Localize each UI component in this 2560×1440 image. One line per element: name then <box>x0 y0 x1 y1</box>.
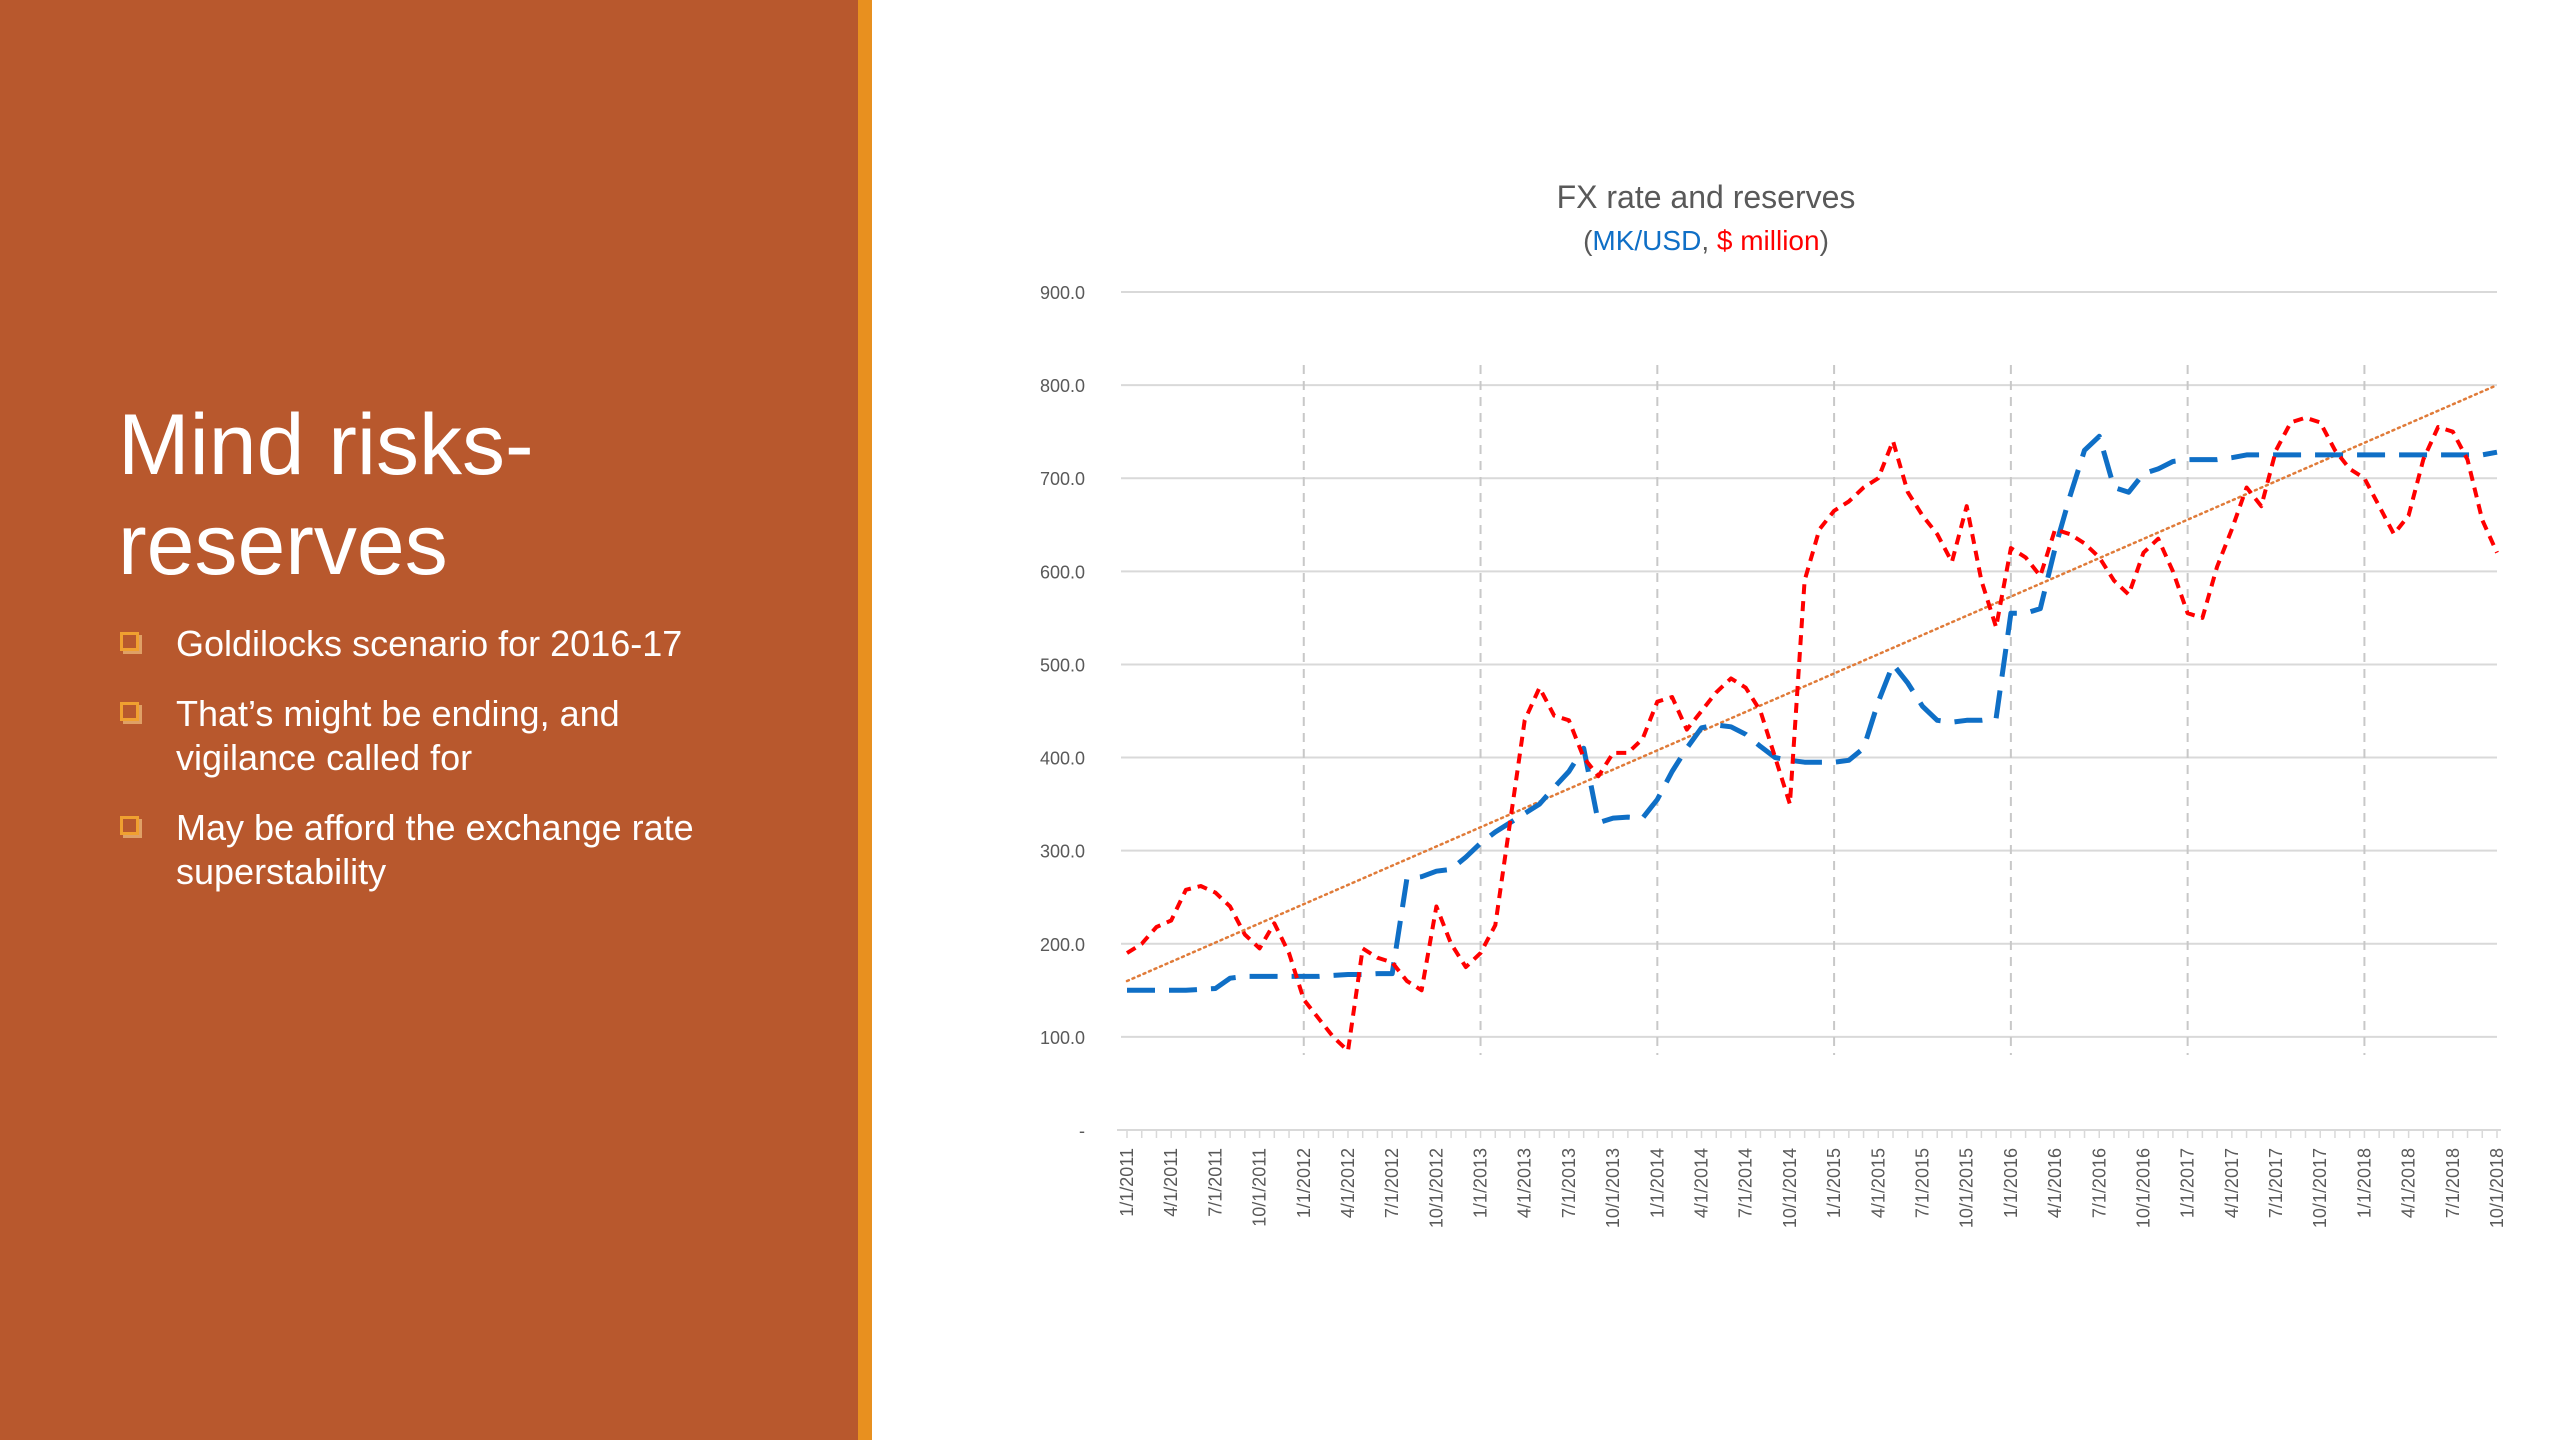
bullet-text-line-2: vigilance called for <box>176 737 473 778</box>
x-tick-label: 1/1/2013 <box>1471 1148 1491 1218</box>
x-tick-label: 4/1/2018 <box>2399 1148 2419 1218</box>
gridlines <box>1117 291 2501 1138</box>
x-tick-label: 4/1/2015 <box>1868 1148 1888 1218</box>
x-tick-label: 4/1/2011 <box>1161 1148 1181 1217</box>
x-tick-label: 7/1/2018 <box>2443 1148 2463 1218</box>
checkbox-bullet-icon <box>120 816 139 835</box>
y-tick-label: 900.0 <box>1040 283 1085 303</box>
x-tick-label: 10/1/2012 <box>1426 1148 1446 1228</box>
subtitle-open: ( <box>1583 225 1593 256</box>
x-tick-label: 1/1/2017 <box>2178 1148 2198 1218</box>
bullet-item: May be afford the exchange rate supersta… <box>118 806 798 894</box>
x-tick-label: 1/1/2018 <box>2354 1148 2374 1218</box>
x-tick-label: 1/1/2014 <box>1647 1148 1667 1218</box>
x-tick-label: 7/1/2011 <box>1205 1148 1225 1217</box>
y-tick-label: 200.0 <box>1040 935 1085 955</box>
subtitle-close: ) <box>1820 225 1829 256</box>
y-tick-label: 600.0 <box>1040 562 1085 582</box>
x-tick-label: 1/1/2016 <box>2001 1148 2021 1218</box>
x-tick-label: 4/1/2013 <box>1515 1148 1535 1218</box>
chart-title: FX rate and reserves <box>1557 179 1856 215</box>
bullet-text: Goldilocks scenario for 2016-17 <box>176 623 683 664</box>
x-axis: 1/1/2011 4/1/2011 7/1/2011 10/1/2011 1/1/201… <box>1117 1148 2507 1228</box>
y-tick-label: 800.0 <box>1040 376 1085 396</box>
bullet-list: Goldilocks scenario for 2016-17 That’s m… <box>118 622 798 920</box>
x-tick-label: 4/1/2012 <box>1338 1148 1358 1218</box>
x-tick-label: 7/1/2016 <box>2089 1148 2109 1218</box>
checkbox-bullet-icon <box>120 632 139 651</box>
slide-title-line-1: Mind risks- <box>118 397 534 493</box>
x-tick-label: 4/1/2017 <box>2222 1148 2242 1218</box>
reserves-trendline <box>1125 383 2499 983</box>
x-tick-label: 10/1/2014 <box>1780 1148 1800 1228</box>
x-tick-label: 7/1/2012 <box>1382 1148 1402 1218</box>
x-tick-label: 10/1/2013 <box>1603 1148 1623 1228</box>
bullet-item: That’s might be ending, and vigilance ca… <box>118 692 798 780</box>
bullet-text-line-1: May be afford the exchange rate <box>176 807 694 848</box>
x-tick-label: 1/1/2012 <box>1294 1148 1314 1218</box>
fx-rate-line <box>1127 433 2498 993</box>
chart-subtitle: (MK/USD, $ million) <box>1583 225 1829 256</box>
x-tick-label: 1/1/2015 <box>1824 1148 1844 1218</box>
x-tick-label: 7/1/2015 <box>1912 1148 1932 1218</box>
x-tick-label: 10/1/2015 <box>1957 1148 1977 1228</box>
bullet-text-line-1: That’s might be ending, and <box>176 693 620 734</box>
x-tick-label: 10/1/2017 <box>2310 1148 2330 1228</box>
x-tick-label: 10/1/2018 <box>2487 1148 2507 1228</box>
x-tick-label: 4/1/2016 <box>2045 1148 2065 1218</box>
y-tick-label: 500.0 <box>1040 655 1085 675</box>
plot-area <box>1125 383 2499 1053</box>
x-tick-label: 10/1/2011 <box>1250 1148 1270 1227</box>
x-tick-label: 1/1/2011 <box>1117 1148 1137 1217</box>
y-axis: - 100.0 200.0 300.0 400.0 500.0 600.0 700.0 800.… <box>1040 283 1085 1141</box>
reserves-line <box>1125 415 2499 1053</box>
subtitle-separator: , <box>1701 225 1717 256</box>
y-tick-label: 700.0 <box>1040 469 1085 489</box>
y-tick-label: 100.0 <box>1040 1028 1085 1048</box>
subtitle-fx: MK/USD <box>1592 225 1701 256</box>
bullet-item: Goldilocks scenario for 2016-17 <box>118 622 798 666</box>
x-tick-label: 10/1/2016 <box>2133 1148 2153 1228</box>
y-tick-label: 400.0 <box>1040 749 1085 769</box>
bullet-text-line-2: superstability <box>176 851 387 892</box>
checkbox-bullet-icon <box>120 702 139 721</box>
title-panel <box>0 0 858 1440</box>
subtitle-reserves: $ million <box>1717 225 1820 256</box>
fx-reserves-chart: FX rate and reserves (MK/USD, $ million)… <box>1040 179 2507 1228</box>
y-tick-label: - <box>1079 1121 1085 1141</box>
x-tick-label: 7/1/2017 <box>2266 1148 2286 1218</box>
y-tick-label: 300.0 <box>1040 842 1085 862</box>
accent-bar <box>858 0 872 1440</box>
x-tick-label: 4/1/2014 <box>1692 1148 1712 1218</box>
x-tick-label: 7/1/2014 <box>1736 1148 1756 1218</box>
x-tick-label: 7/1/2013 <box>1559 1148 1579 1218</box>
slide-title-line-2: reserves <box>118 497 448 593</box>
slide-title: Mind risks- reserves <box>118 395 798 595</box>
